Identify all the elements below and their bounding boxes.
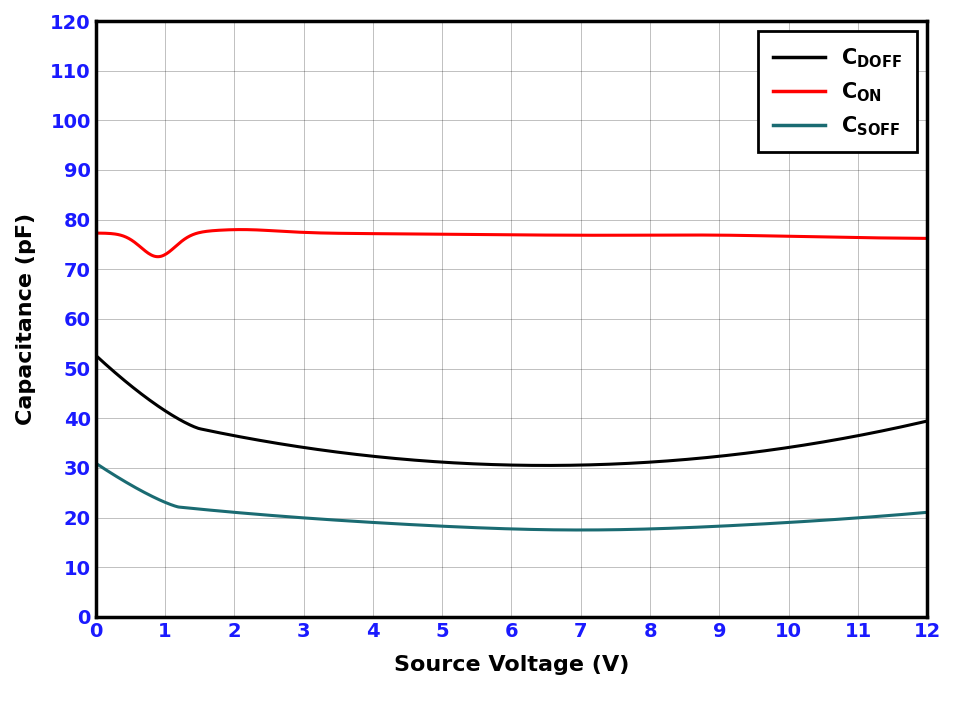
X-axis label: Source Voltage (V): Source Voltage (V) bbox=[394, 655, 629, 674]
Legend: $\mathbf{C_{DOFF}}$, $\mathbf{C_{ON}}$, $\mathbf{C_{SOFF}}$: $\mathbf{C_{DOFF}}$, $\mathbf{C_{ON}}$, … bbox=[758, 32, 917, 152]
Y-axis label: Capacitance (pF): Capacitance (pF) bbox=[16, 213, 36, 425]
